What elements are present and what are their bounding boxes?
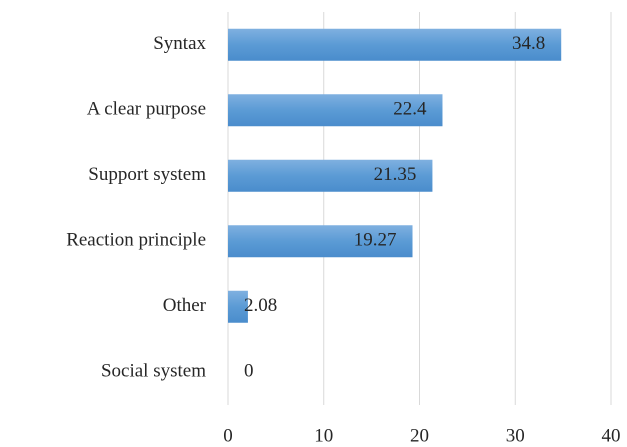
y-tick-label: Support system <box>88 164 206 185</box>
data-label: 22.4 <box>393 99 427 120</box>
data-label: 34.8 <box>512 33 545 54</box>
data-label: 0 <box>244 361 254 382</box>
bar <box>228 94 443 127</box>
data-label: 19.27 <box>354 230 397 251</box>
bar <box>228 28 562 61</box>
y-tick-label: Reaction principle <box>66 230 206 251</box>
data-label: 2.08 <box>244 295 277 316</box>
bar <box>228 159 433 192</box>
x-tick-label: 0 <box>223 425 233 446</box>
x-tick-label: 40 <box>602 425 621 446</box>
x-tick-label: 10 <box>314 425 333 446</box>
bar <box>228 290 248 323</box>
data-label: 21.35 <box>374 164 417 185</box>
y-tick-label: A clear purpose <box>87 99 206 120</box>
y-tick-label: Social system <box>101 361 206 382</box>
y-tick-label: Other <box>163 295 207 316</box>
bar <box>228 225 413 258</box>
x-tick-label: 30 <box>506 425 525 446</box>
x-tick-label: 20 <box>410 425 429 446</box>
y-tick-label: Syntax <box>153 33 206 54</box>
